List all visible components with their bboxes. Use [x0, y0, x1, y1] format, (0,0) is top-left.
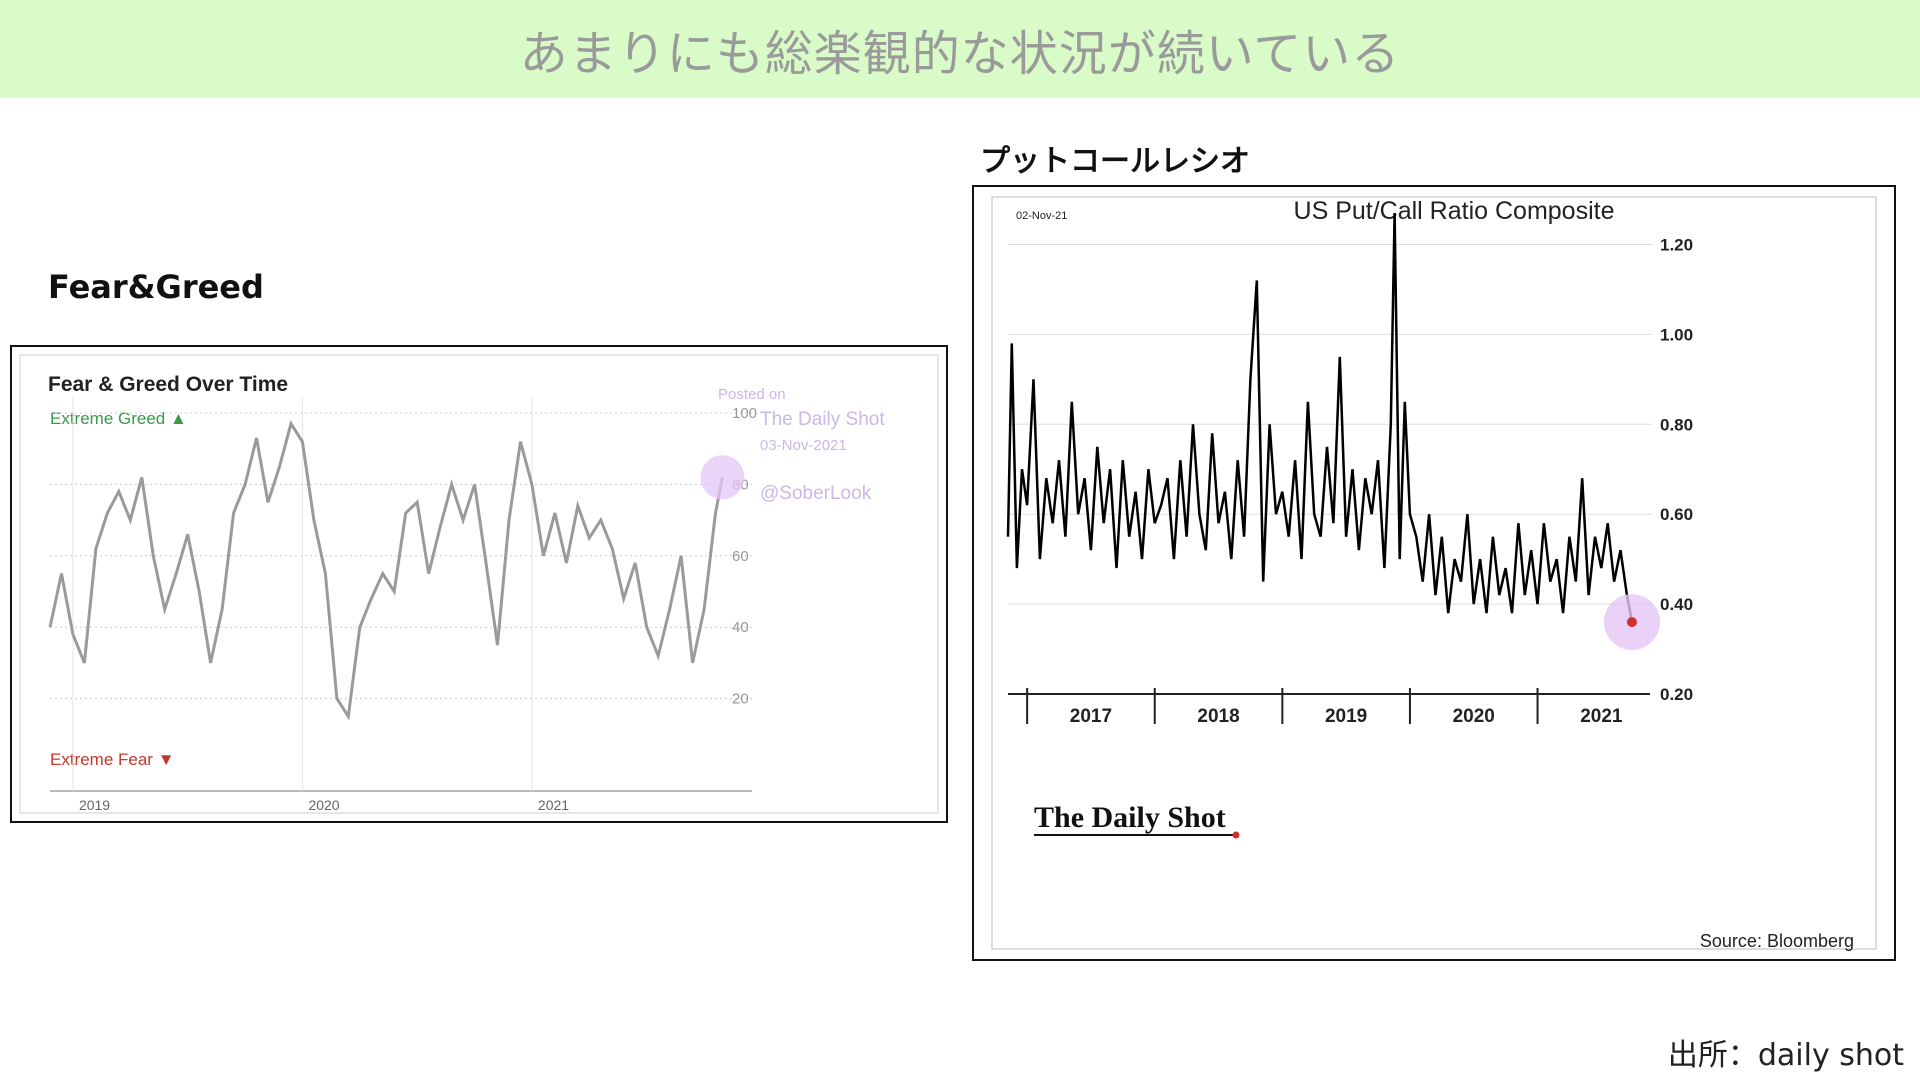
fg-y-tick: 40: [732, 619, 749, 636]
fg-legend-fear: Extreme Fear ▼: [50, 750, 175, 769]
fg-watermark-handle: @SoberLook: [760, 483, 872, 504]
fg-x-tick: 2019: [79, 797, 110, 813]
pc-y-tick: 0.20: [1660, 685, 1693, 704]
pc-x-tick: 2021: [1580, 706, 1623, 727]
put-call-panel: 02-Nov-21 US Put/Call Ratio Composite 1.…: [972, 185, 1896, 961]
fg-legend-greed: Extreme Greed ▲: [50, 409, 187, 428]
put-call-chart: 02-Nov-21 US Put/Call Ratio Composite 1.…: [991, 196, 1877, 951]
fg-x-tick: 2021: [538, 797, 569, 813]
fear-greed-label: Fear&Greed: [48, 268, 264, 306]
title-bar: あまりにも総楽観的な状況が続いている: [0, 0, 1920, 98]
pc-y-tick: 0.80: [1660, 415, 1693, 434]
fg-latest-highlight: [700, 455, 745, 500]
pc-series-line: [1006, 212, 1634, 623]
pc-chart-title: US Put/Call Ratio Composite: [1294, 197, 1615, 225]
pc-y-tick: 1.00: [1660, 325, 1693, 344]
fg-watermark-posted: Posted on: [718, 386, 786, 403]
pc-x-tick: 2017: [1070, 706, 1112, 727]
pc-x-tick: 2019: [1325, 706, 1367, 727]
pc-date: 02-Nov-21: [1016, 210, 1067, 222]
fg-watermark-date: 03-Nov-2021: [760, 437, 847, 454]
put-call-label: プットコールレシオ: [980, 144, 1250, 179]
pc-logo: The Daily Shot: [1034, 801, 1226, 834]
pc-source: Source: Bloomberg: [1700, 931, 1854, 951]
pc-y-tick: 1.20: [1660, 235, 1693, 254]
pc-logo-dot: [1232, 831, 1240, 839]
pc-x-tick: 2020: [1453, 706, 1495, 727]
fear-greed-panel: Fear & Greed Over Time Extreme Greed ▲ E…: [10, 345, 948, 823]
fg-y-tick: 60: [732, 548, 749, 565]
slide-title: あまりにも総楽観的な状況が続いている: [519, 26, 1401, 82]
fg-x-tick: 2020: [308, 797, 339, 813]
pc-x-tick: 2018: [1197, 706, 1239, 727]
pc-y-tick: 0.40: [1660, 595, 1693, 614]
fg-series-line: [48, 420, 724, 721]
source-credit: 出所：daily shot: [1667, 1038, 1904, 1073]
fg-watermark-source: The Daily Shot: [760, 409, 885, 430]
pc-y-tick: 0.60: [1660, 505, 1693, 524]
fg-chart-title: Fear & Greed Over Time: [48, 373, 288, 396]
fear-greed-chart: Fear & Greed Over Time Extreme Greed ▲ E…: [19, 354, 939, 814]
pc-latest-dot: [1626, 617, 1637, 628]
fg-y-tick: 20: [732, 691, 749, 708]
fg-y-tick: 100: [732, 405, 757, 422]
